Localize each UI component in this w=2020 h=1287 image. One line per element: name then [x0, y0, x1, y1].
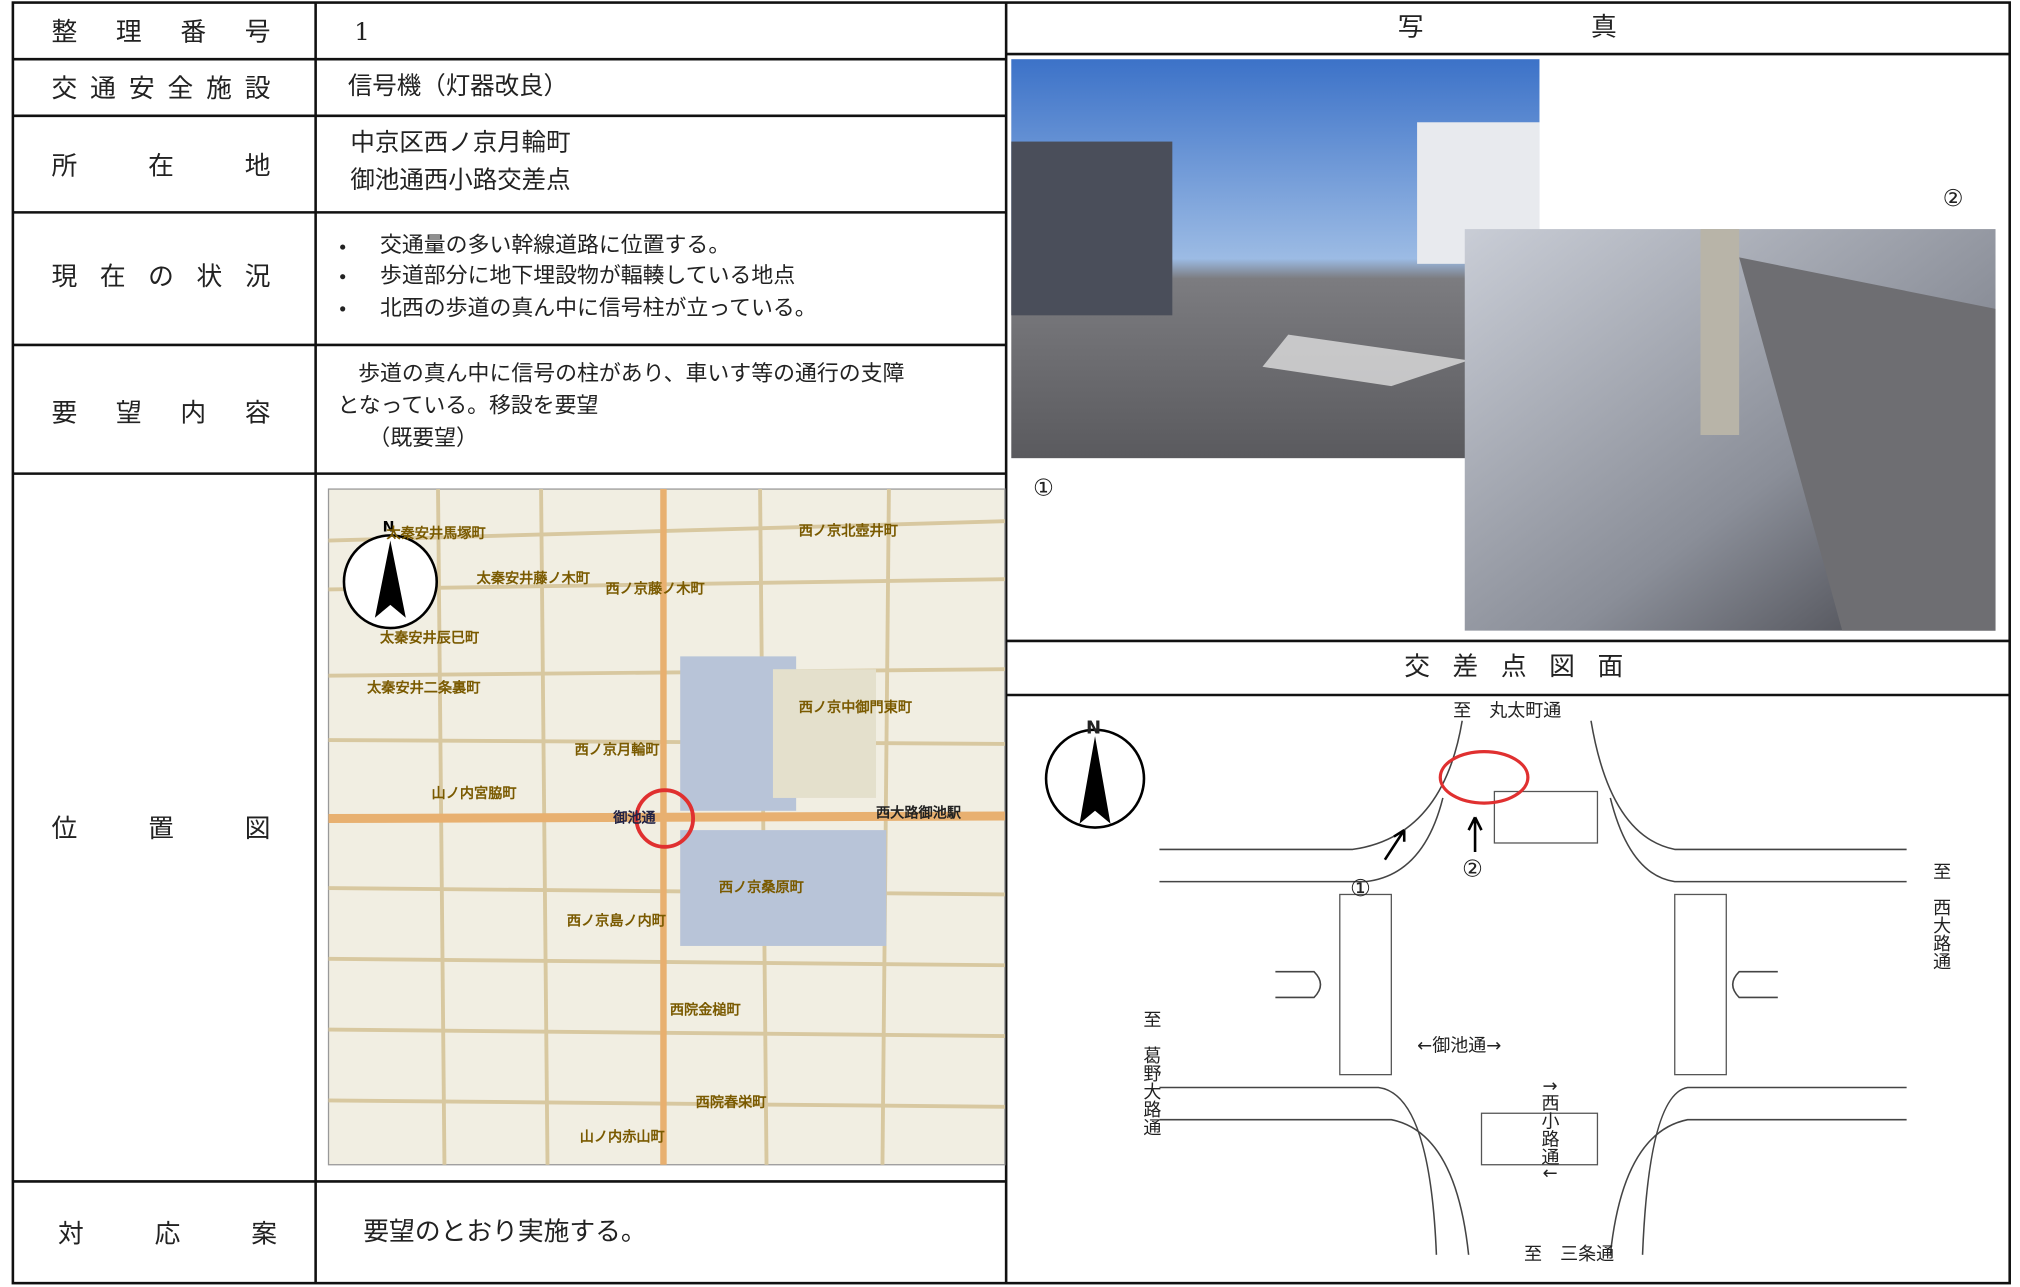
value: 歩道部分に地下埋設物が輻輳している地点 [380, 264, 795, 289]
point-label: ① [1350, 875, 1371, 902]
map-label: 太秦安井辰巳町 [379, 629, 479, 646]
map-label: 山ノ内赤山町 [580, 1129, 665, 1146]
map-label: 西ノ京中御門東町 [799, 699, 912, 716]
label: 対応案 [58, 1220, 277, 1250]
value: 信号機（灯器改良） [348, 71, 568, 100]
map-label: 太秦安井二条裏町 [366, 680, 480, 697]
map-label: 御池通 [612, 810, 656, 827]
map-label: 西ノ京藤ノ木町 [605, 580, 704, 597]
section-title: 写真 [1398, 12, 1617, 42]
intersection-drawing [1044, 720, 1907, 1255]
map-label: 西ノ京桑原町 [719, 880, 804, 896]
map-label: 西大路御池駅 [876, 804, 962, 821]
value: 御池通西小路交差点 [350, 165, 570, 194]
label: 要望内容 [52, 398, 271, 428]
value: 歩道の真ん中に信号の柱があり、車いす等の通行の支障 [358, 362, 904, 387]
point-label: ② [1462, 856, 1483, 883]
road-label: ←御池通→ [1417, 1035, 1501, 1056]
value: 1 [354, 17, 370, 46]
map-label: 太秦安井馬塚町 [385, 525, 485, 542]
map-label: 西ノ京月輪町 [575, 741, 660, 758]
road-label: 至 葛野大路通 [1140, 1010, 1161, 1136]
map-label: 太秦安井藤ノ木町 [476, 570, 590, 587]
map-label: 西院金槌町 [670, 1001, 741, 1018]
road-label: 至 西大路通 [1930, 862, 1951, 970]
road-label: 至 三条通 [1524, 1244, 1614, 1265]
north-mark: N [1086, 717, 1101, 738]
north-mark: N [383, 520, 395, 536]
value: 交通量の多い幹線道路に位置する。 [380, 233, 730, 258]
section-title: 交差点図面 [1404, 652, 1623, 682]
label: 交通安全施設 [52, 74, 271, 104]
value: 要望のとおり実施する。 [363, 1217, 646, 1247]
map-label: 西ノ京北壺井町 [799, 523, 898, 540]
value: となっている。移設を要望 [338, 394, 599, 419]
photo-1 [1011, 59, 1540, 459]
location-map: N 太秦安井馬塚町 太秦安井藤ノ木町 西ノ京藤ノ木町 西ノ京北壺井町 太秦安井辰… [327, 488, 1006, 1166]
photo-2 [1464, 229, 1996, 631]
label: 位置図 [52, 814, 271, 844]
road-label: ↑西小路通↓ [1538, 1079, 1559, 1181]
map-label: 西ノ京島ノ内町 [567, 912, 666, 929]
label: 整理番号 [52, 17, 271, 47]
photo-label: ① [1033, 475, 1054, 502]
road-label: 至 丸太町通 [1453, 701, 1561, 722]
photo-label: ② [1943, 185, 1964, 212]
map-label: 山ノ内宮脇町 [432, 785, 517, 802]
value: （既要望） [368, 426, 477, 451]
label: 所在地 [52, 151, 271, 181]
value: 中京区西ノ京月輪町 [350, 128, 570, 157]
label: 現在の状況 [52, 262, 271, 292]
grid [12, 2, 2010, 1284]
map-label: 西院春栄町 [696, 1094, 767, 1111]
border [11, 1, 2011, 1285]
value: 北西の歩道の真ん中に信号柱が立っている。 [380, 296, 817, 321]
